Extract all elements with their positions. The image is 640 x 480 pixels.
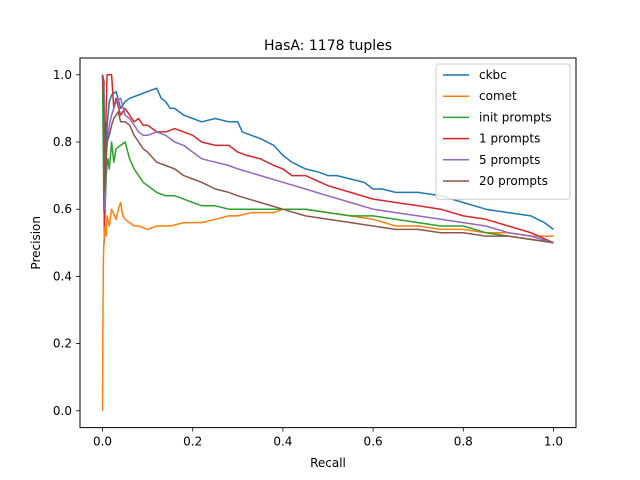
y-tick-label: 0.4 [53, 269, 72, 283]
legend-label: 20 prompts [479, 174, 548, 188]
y-axis-ticks: 0.0 0.2 0.4 0.6 0.8 1.0 [53, 68, 80, 418]
legend-label: comet [479, 89, 517, 103]
x-tick-label: 0.6 [364, 435, 383, 449]
x-tick-label: 0.2 [183, 435, 202, 449]
x-axis-ticks: 0.0 0.2 0.4 0.6 0.8 1.0 [93, 427, 563, 449]
series-layer [101, 74, 554, 411]
series-line-2 [101, 74, 554, 244]
y-tick-label: 0.6 [53, 202, 72, 216]
legend-label: 1 prompts [479, 132, 540, 146]
y-tick-label: 0.2 [53, 337, 72, 351]
y-axis-label: Precision [29, 216, 43, 270]
x-tick-label: 1.0 [544, 435, 563, 449]
legend: ckbc comet init prompts 1 prompts 5 prompts 2… [435, 63, 571, 200]
series-line-4 [101, 74, 554, 244]
plot-frame [79, 57, 577, 429]
y-tick-label: 0.8 [53, 135, 72, 149]
series-line-1 [101, 201, 554, 411]
legend-label: 5 prompts [479, 153, 540, 167]
y-tick-label: 1.0 [53, 68, 72, 82]
legend-label: init prompts [479, 110, 552, 124]
legend-box [435, 63, 571, 200]
series-line-5 [101, 74, 554, 244]
y-tick-label: 0.0 [53, 404, 72, 418]
x-axis-label: Recall [310, 456, 346, 470]
legend-label: ckbc [479, 68, 507, 82]
x-tick-label: 0.4 [273, 435, 292, 449]
series-line-0 [101, 74, 554, 244]
x-tick-label: 0.8 [454, 435, 473, 449]
chart-title: HasA: 1178 tuples [264, 38, 392, 54]
x-tick-label: 0.0 [93, 435, 112, 449]
